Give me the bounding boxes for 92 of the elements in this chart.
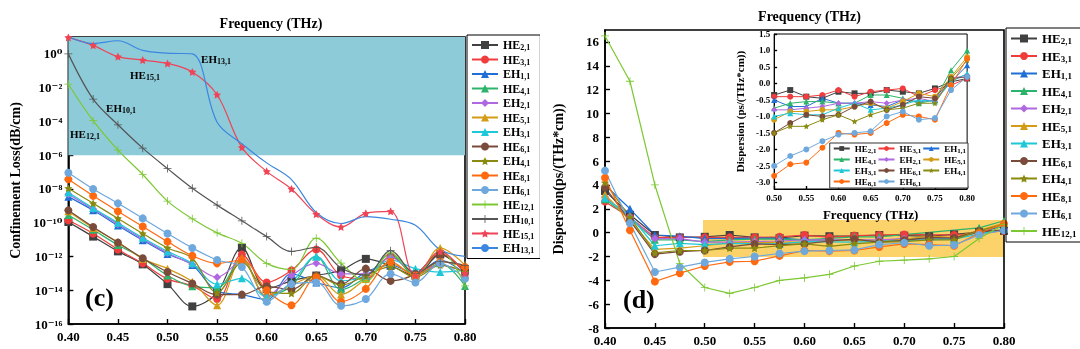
y-tick-label: 0 (592, 225, 599, 241)
x-tick-label: 0.65 (304, 329, 329, 344)
y-tick-label: 0.5 (758, 61, 771, 72)
y-tick-label: -2.5 (755, 160, 771, 171)
x-tick-label: 0.55 (798, 192, 815, 203)
legend-label: EH1,1 (503, 67, 531, 81)
legend-label: EH1,1 (1042, 66, 1073, 81)
legend-label: EH6,1 (503, 183, 531, 197)
y-tick-label: 2 (592, 201, 599, 217)
y-tick-label: 10⁻¹⁰ (32, 215, 63, 231)
annotation: (c) (85, 282, 114, 312)
legend-label: EH3,1 (1042, 136, 1073, 151)
legend-label: EH4,1 (1042, 171, 1073, 186)
legend-label: HE2,1 (503, 38, 531, 52)
x-tick-label: 0.80 (992, 333, 1016, 348)
x-tick-label: 0.75 (404, 329, 428, 344)
x-tick-label: 0.60 (255, 329, 279, 344)
legend-label: HE6,1 (1042, 153, 1073, 169)
y-tick-label: 14 (586, 58, 600, 74)
x-tick-label: 0.60 (830, 192, 847, 203)
x-tick-label: 0.70 (892, 333, 916, 348)
y-tick-label: -1.0 (755, 111, 771, 122)
y-tick-label: -4 (588, 272, 600, 288)
x-axis-title: Frequency (THz) (822, 207, 919, 222)
x-tick-label: 0.75 (927, 192, 944, 203)
y-tick-label: -0.5 (755, 94, 771, 105)
x-tick-label: 0.60 (793, 333, 816, 348)
legend-label: EH3,1 (503, 125, 531, 139)
x-tick-label: 0.45 (106, 329, 130, 344)
y-tick-label: 6 (592, 153, 600, 169)
legend-label: HE5,1 (503, 110, 531, 125)
y-tick-label: 10⁻⁸ (38, 181, 63, 197)
y-tick-label: 12 (586, 82, 599, 98)
y-tick-label: 10 (586, 105, 599, 121)
x-tick-label: 0.50 (766, 192, 783, 203)
y-tick-label: 10⁻² (38, 80, 63, 96)
legend-label: EH6,1 (1042, 206, 1073, 221)
y-axis-title: Dispersion (ps/(THz*cm)) (733, 50, 747, 173)
x-tick-label: 0.50 (693, 333, 717, 348)
y-tick-label: 10⁻¹⁶ (34, 316, 63, 332)
y-tick-label: 8 (592, 129, 600, 145)
y-tick-label: 1.5 (758, 29, 771, 39)
x-axis-title: Frequency (THz) (219, 15, 323, 32)
y-axis-title: Confinement Loss(dB/cm) (7, 101, 24, 259)
legend-label: HE6,1 (503, 139, 531, 154)
y-tick-label: 0.0 (758, 78, 771, 89)
y-tick-label: 4 (592, 177, 600, 193)
y-tick-label: 10⁻⁴ (38, 113, 63, 129)
x-tick-label: 0.80 (453, 329, 477, 344)
x-tick-label: 0.75 (942, 333, 966, 348)
x-tick-label: 0.65 (843, 333, 867, 348)
y-tick-label: -2.0 (755, 144, 771, 155)
legend-label: HE2,1 (1042, 31, 1073, 46)
x-tick-label: 0.70 (894, 192, 912, 203)
legend-label: HE5,1 (1042, 118, 1073, 134)
legend-label: HE3,1 (1042, 48, 1073, 64)
legend-label: HE4,1 (503, 81, 531, 96)
legend-label: HE8,1 (503, 168, 531, 183)
legend-label: HE3,1 (503, 52, 531, 67)
legend-label: EH2,1 (1042, 101, 1073, 116)
x-axis-title: Frequency (THz) (758, 8, 862, 25)
x-tick-label: 0.65 (862, 192, 880, 203)
x-tick-label: 0.40 (56, 329, 80, 344)
y-axis-title: Dispersion(ps/(THz*cm)) (550, 103, 567, 255)
y-tick-label: 10⁻¹² (34, 248, 63, 264)
x-tick-label: 0.40 (593, 333, 617, 348)
x-tick-label: 0.70 (354, 329, 378, 344)
legend-label: HE12,1 (503, 197, 535, 212)
legend-label: HE4,1 (1042, 83, 1073, 99)
x-tick-label: 0.50 (156, 329, 179, 344)
x-tick-label: 0.55 (205, 329, 229, 344)
y-tick-label: 10⁰ (43, 46, 63, 62)
legend-label: HE8,1 (1042, 188, 1073, 204)
x-tick-label: 0.55 (743, 333, 767, 348)
annotation: (d) (623, 284, 655, 314)
x-tick-label: 0.80 (959, 192, 976, 203)
legend-label: HE15,1 (503, 226, 535, 241)
legend-label: EH2,1 (503, 96, 531, 110)
y-tick-label: 1.0 (758, 45, 771, 56)
legend-label: EH13,1 (503, 241, 535, 255)
legend-label: EH10,1 (503, 212, 535, 226)
legend-label: EH4,1 (503, 154, 531, 168)
y-tick-label: -6 (588, 296, 600, 312)
x-tick-label: 0.45 (643, 333, 667, 348)
y-tick-label: 10⁻⁶ (38, 147, 63, 163)
legend-label: HE12,1 (1042, 223, 1078, 239)
y-tick-label: -2 (588, 248, 599, 264)
y-tick-label: -3.0 (755, 177, 771, 188)
y-tick-label: 10⁻¹⁴ (34, 282, 63, 298)
y-tick-label: -1.5 (755, 127, 771, 138)
y-tick-label: 16 (586, 34, 600, 50)
y-tick-label: -8 (588, 320, 600, 336)
